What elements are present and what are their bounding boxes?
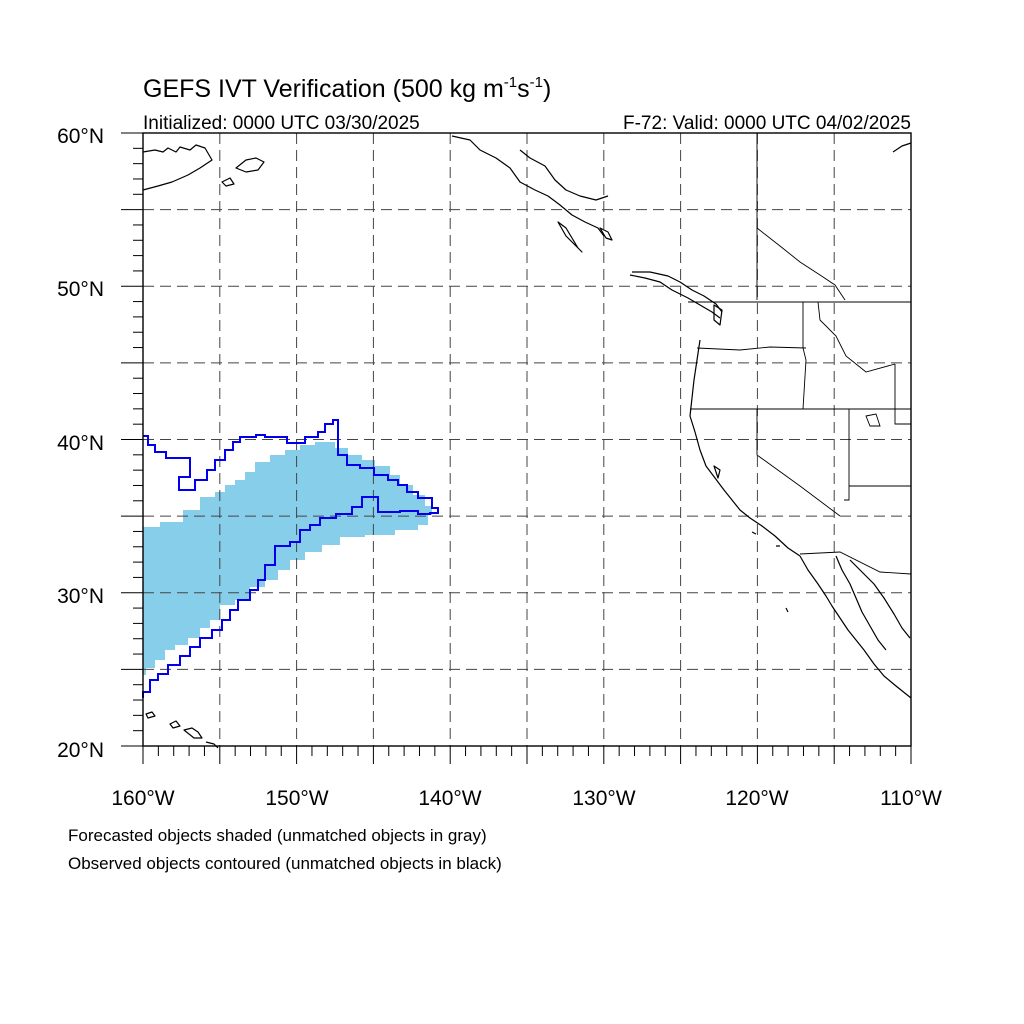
lon-label-160w: 160°W	[111, 787, 174, 810]
map-frame	[142, 132, 912, 747]
lat-label-60: 60°N	[57, 125, 104, 148]
lon-label-110w: 110°W	[880, 787, 942, 810]
lon-label-130w: 130°W	[572, 787, 635, 810]
forecast-ivt-object	[143, 442, 432, 675]
map-title: GEFS IVT Verification (500 kg m-1s-1)	[143, 74, 551, 103]
lat-label-30: 30°N	[57, 585, 104, 608]
valid-time-label: F-72: Valid: 0000 UTC 04/02/2025	[623, 113, 911, 134]
lon-label-140w: 140°W	[418, 787, 481, 810]
init-time-label: Initialized: 0000 UTC 03/30/2025	[143, 113, 420, 134]
lat-label-40: 40°N	[57, 432, 104, 455]
lat-lon-grid	[143, 133, 911, 746]
longitude-labels: 160°W 150°W 140°W 130°W 120°W 110°W	[111, 787, 942, 810]
lat-label-50: 50°N	[57, 278, 104, 301]
lon-label-120w: 120°W	[725, 787, 788, 810]
latitude-labels: 20°N 30°N 40°N 50°N 60°N	[57, 125, 104, 762]
political-borders	[688, 133, 912, 575]
observed-ivt-contours	[142, 419, 439, 698]
lon-label-150w: 150°W	[265, 787, 328, 810]
footnote-forecast: Forecasted objects shaded (unmatched obj…	[68, 826, 487, 845]
observed-contour-northern	[142, 419, 439, 698]
coastlines	[142, 135, 912, 749]
lat-label-20: 20°N	[57, 739, 104, 762]
axis-ticks	[121, 132, 912, 764]
footnote-observed: Observed objects contoured (unmatched ob…	[68, 854, 502, 873]
